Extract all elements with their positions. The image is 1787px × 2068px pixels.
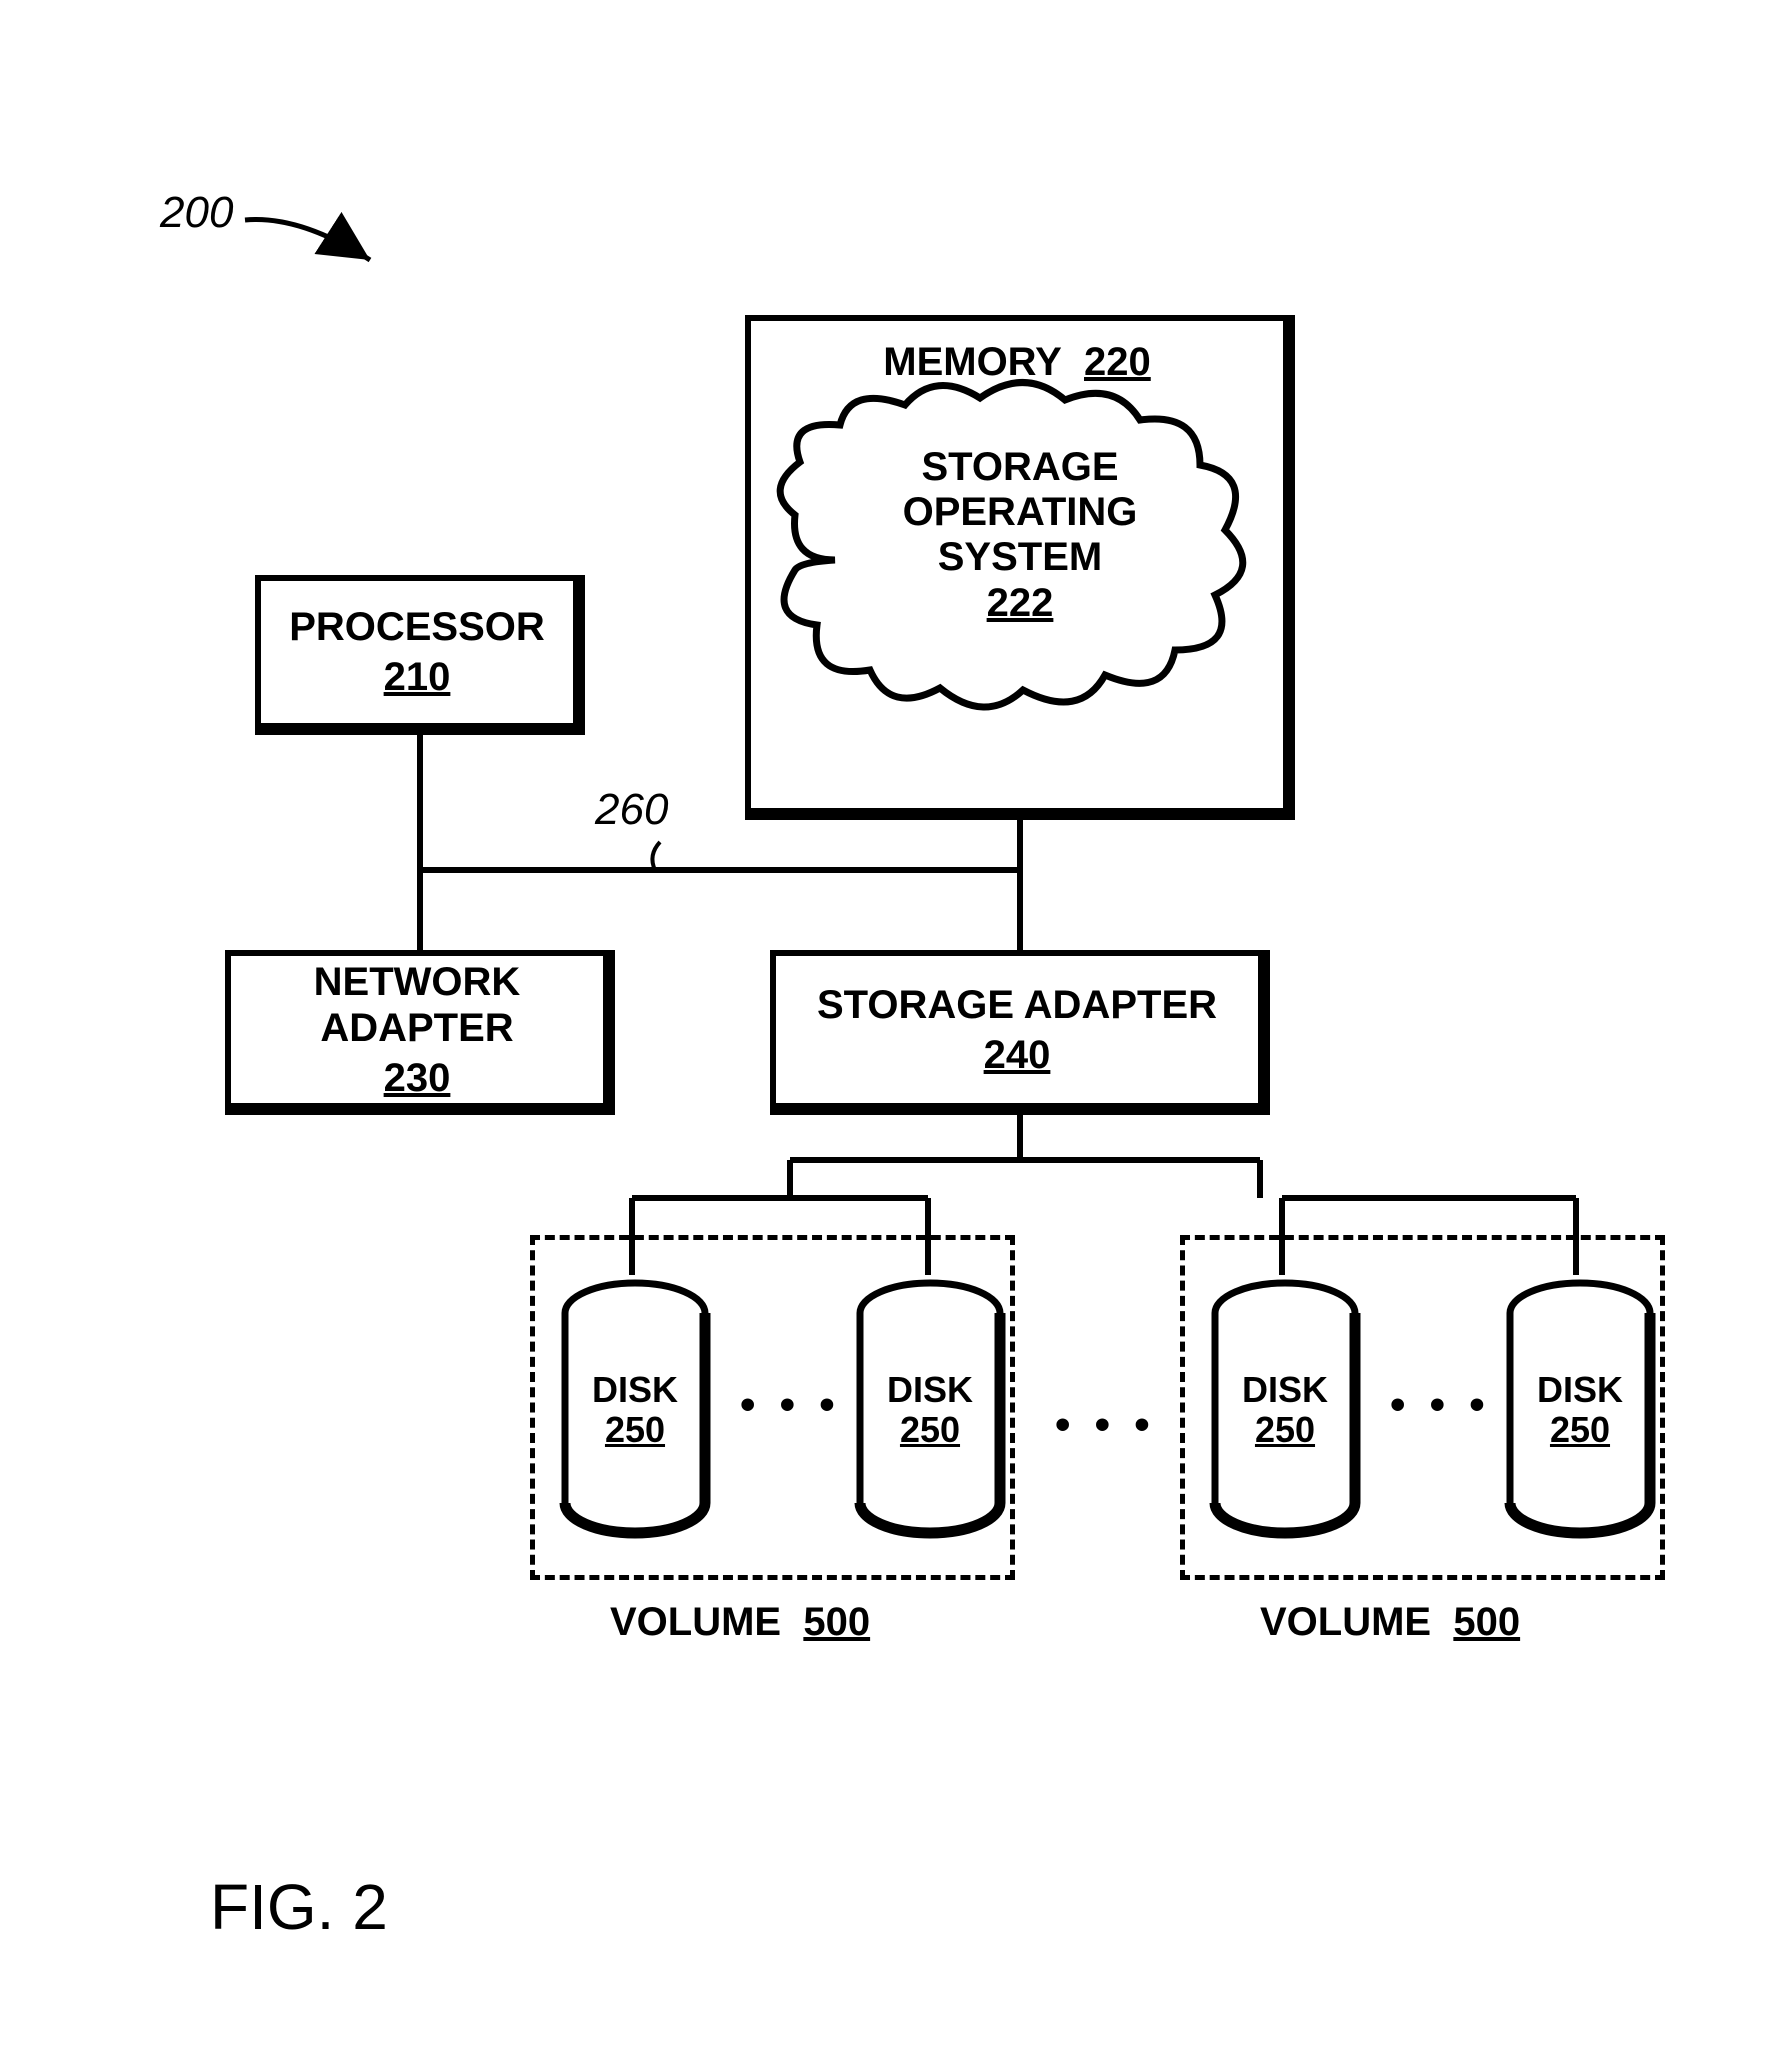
ellipsis-icon: • • • — [1390, 1380, 1491, 1430]
bus-ref-260: 260 — [595, 785, 668, 835]
volume-label-1: VOLUME 500 — [610, 1600, 870, 1645]
ellipsis-icon: • • • — [740, 1380, 841, 1430]
network-adapter-label: NETWORK ADAPTER — [231, 959, 603, 1051]
figure-ref-200: 200 — [160, 188, 233, 238]
figure-root: 200 PROCESSOR 210 MEMORY 220 STORAGE OPE… — [0, 0, 1787, 2068]
ellipsis-icon: • • • — [1055, 1400, 1156, 1450]
storage-adapter-box: STORAGE ADAPTER 240 — [770, 950, 1270, 1115]
disk-label: DISK250 — [1215, 1370, 1355, 1449]
disk-label: DISK250 — [565, 1370, 705, 1449]
disk-label: DISK250 — [1510, 1370, 1650, 1449]
network-adapter-num: 230 — [384, 1055, 451, 1101]
volume-label-2: VOLUME 500 — [1260, 1600, 1520, 1645]
disk-label: DISK250 — [860, 1370, 1000, 1449]
figure-caption: FIG. 2 — [210, 1870, 388, 1944]
processor-label: PROCESSOR — [289, 604, 545, 650]
storage-adapter-label: STORAGE ADAPTER — [817, 982, 1217, 1028]
arrow-200 — [240, 205, 420, 285]
storage-adapter-num: 240 — [984, 1032, 1051, 1078]
processor-box: PROCESSOR 210 — [255, 575, 585, 735]
network-adapter-box: NETWORK ADAPTER 230 — [225, 950, 615, 1115]
processor-num: 210 — [384, 654, 451, 700]
os-text: STORAGE OPERATING SYSTEM 222 — [830, 445, 1210, 626]
